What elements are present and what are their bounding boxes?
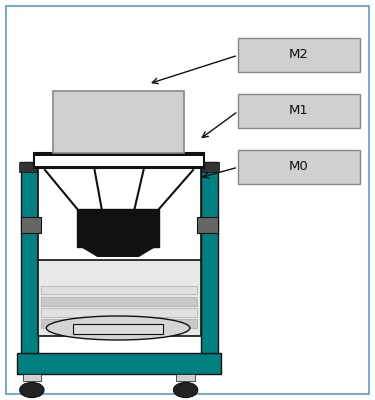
Bar xyxy=(34,166,204,168)
Bar xyxy=(53,91,184,153)
Bar xyxy=(73,324,163,334)
Bar xyxy=(34,153,204,168)
Bar xyxy=(21,217,41,233)
Bar xyxy=(41,286,197,294)
Bar xyxy=(238,150,360,184)
Text: M0: M0 xyxy=(289,160,309,174)
Bar xyxy=(38,168,201,336)
Text: M2: M2 xyxy=(289,48,309,62)
Bar xyxy=(238,38,360,72)
Bar xyxy=(77,208,159,246)
Bar xyxy=(238,94,360,128)
Bar xyxy=(197,217,217,233)
Bar xyxy=(41,319,197,328)
Bar xyxy=(21,162,38,353)
Bar xyxy=(201,162,217,353)
Bar xyxy=(38,168,201,260)
Ellipse shape xyxy=(20,382,44,398)
Bar xyxy=(41,308,197,317)
Bar xyxy=(41,297,197,306)
Bar xyxy=(19,162,39,172)
Bar xyxy=(176,374,195,381)
Polygon shape xyxy=(81,246,155,256)
Text: M1: M1 xyxy=(289,104,309,118)
Bar xyxy=(199,162,219,172)
Bar xyxy=(17,353,221,374)
Bar xyxy=(22,374,41,381)
Bar xyxy=(34,153,204,156)
Ellipse shape xyxy=(173,382,198,398)
Ellipse shape xyxy=(46,316,190,340)
